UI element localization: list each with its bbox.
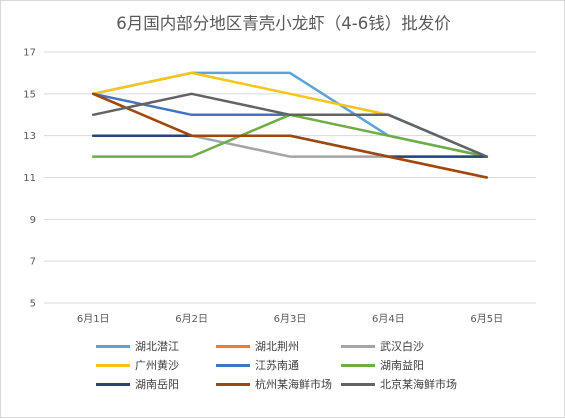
legend-item: 北京某海鲜市场 xyxy=(341,376,457,392)
legend-swatch xyxy=(96,344,130,348)
series-line xyxy=(91,92,489,158)
y-tick-label: 9 xyxy=(30,215,36,226)
legend-label: 北京某海鲜市场 xyxy=(380,378,457,391)
legend-label: 江苏南通 xyxy=(255,359,299,372)
legend-label: 湖北潜江 xyxy=(135,340,179,353)
y-tick-label: 15 xyxy=(23,89,36,100)
series-line xyxy=(91,134,489,158)
series-line xyxy=(91,134,489,158)
legend-swatch xyxy=(341,344,375,348)
legend-item: 湖南岳阳 xyxy=(96,376,179,392)
series-line xyxy=(91,92,489,179)
legend-item: 湖北荆州 xyxy=(216,338,299,354)
series-line xyxy=(91,71,390,117)
x-tick-label: 6月1日 xyxy=(77,313,110,325)
legend-label: 湖南岳阳 xyxy=(135,378,179,391)
legend-swatch xyxy=(216,344,250,348)
x-tick-label: 6月3日 xyxy=(274,313,307,325)
legend-item: 杭州某海鲜市场 xyxy=(216,376,332,392)
x-tick-label: 6月5日 xyxy=(470,313,503,325)
legend-label: 广州黄沙 xyxy=(135,359,179,372)
y-tick-label: 7 xyxy=(30,257,36,268)
legend-label: 湖南益阳 xyxy=(380,359,424,372)
legend-swatch xyxy=(216,382,250,386)
legend-swatch xyxy=(341,363,375,367)
legend-label: 武汉白沙 xyxy=(380,340,424,353)
legend-swatch xyxy=(341,382,375,386)
legend-item: 湖北潜江 xyxy=(96,338,179,354)
legend-swatch xyxy=(96,363,130,367)
y-tick-label: 5 xyxy=(30,299,36,310)
legend-item: 武汉白沙 xyxy=(341,338,424,354)
legend-label: 湖北荆州 xyxy=(255,340,299,353)
y-tick-label: 11 xyxy=(23,173,36,184)
legend-item: 广州黄沙 xyxy=(96,357,179,373)
x-tick-label: 6月2日 xyxy=(175,313,208,325)
legend-swatch xyxy=(96,382,130,386)
legend-swatch xyxy=(216,363,250,367)
y-tick-label: 17 xyxy=(23,48,36,59)
legend-item: 湖南益阳 xyxy=(341,357,424,373)
chart-title: 6月国内部分地区青壳小龙虾（4-6钱）批发价 xyxy=(116,14,451,33)
y-tick-label: 13 xyxy=(23,131,36,142)
legend-item: 江苏南通 xyxy=(216,357,299,373)
x-tick-label: 6月4日 xyxy=(372,313,405,325)
legend-label: 杭州某海鲜市场 xyxy=(255,378,332,391)
